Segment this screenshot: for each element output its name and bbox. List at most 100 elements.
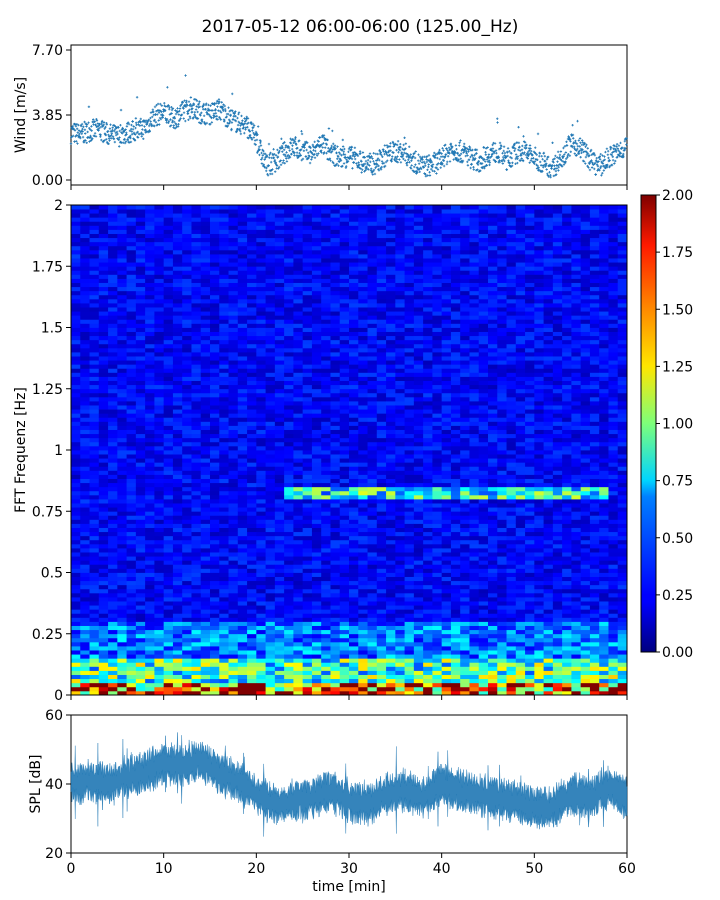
wind-point xyxy=(447,146,451,149)
spectrogram-cell xyxy=(117,221,127,226)
spectrogram-cell xyxy=(135,352,146,357)
spectrogram-cell xyxy=(237,511,248,516)
spectrogram-cell xyxy=(135,499,146,504)
spectrogram-cell xyxy=(311,629,322,635)
spectrogram-cell xyxy=(117,368,127,373)
spectrogram-cell xyxy=(247,368,257,373)
spectrogram-cell xyxy=(302,437,313,443)
spectrogram-cell xyxy=(98,364,109,369)
spectrogram-cell xyxy=(293,441,304,447)
spectrogram-cell xyxy=(172,233,183,239)
spectrogram-cell xyxy=(302,682,313,688)
wind-point xyxy=(100,119,104,123)
spectrogram-cell xyxy=(302,621,313,626)
spectrogram-cell xyxy=(126,241,137,247)
spectrogram-cell xyxy=(256,433,266,439)
spectrogram-cell xyxy=(80,609,90,614)
spectrogram-cell xyxy=(210,339,220,345)
spectrogram-cell xyxy=(172,364,183,369)
spectrogram-cell xyxy=(200,298,211,304)
spectrogram-cell xyxy=(191,388,202,394)
spectrogram-cell xyxy=(172,388,183,394)
spectrogram-cell xyxy=(135,229,146,234)
spectrogram-cell xyxy=(247,490,257,496)
wind-point xyxy=(426,158,430,162)
spectrogram-cell xyxy=(154,335,165,341)
spectrogram-cell xyxy=(71,605,81,610)
spectrogram-cell xyxy=(135,270,146,275)
spectrogram-cell xyxy=(126,429,137,435)
spectrogram-cell xyxy=(172,650,183,655)
spectrogram-cell xyxy=(237,584,248,590)
spectrogram-cell xyxy=(228,437,239,443)
wind-point xyxy=(336,145,339,148)
spectrogram-cell xyxy=(154,605,165,610)
spectrogram-cell xyxy=(191,568,202,573)
wind-point xyxy=(164,117,167,120)
spectrogram-cell xyxy=(98,311,109,316)
spectrogram-cell xyxy=(302,678,313,684)
wind-point xyxy=(468,145,471,148)
wind-point xyxy=(171,107,175,110)
wind-point xyxy=(294,143,298,146)
spectrogram-cell xyxy=(302,584,313,590)
spectrogram-cell xyxy=(191,588,202,594)
spectrogram-cell xyxy=(71,592,81,598)
spectrogram-cell xyxy=(98,658,109,663)
spectrogram-cell xyxy=(210,372,220,377)
spectrogram-cell xyxy=(293,674,304,680)
spectrogram-cell xyxy=(191,572,202,577)
wind-point xyxy=(267,142,271,146)
spectrogram-cell xyxy=(247,298,257,304)
spectrogram-cell xyxy=(200,335,211,341)
wind-point xyxy=(93,132,97,135)
wind-point xyxy=(368,164,371,167)
spectrogram-cell xyxy=(302,360,313,365)
spectrogram-cell xyxy=(237,303,248,308)
spectrogram-cell xyxy=(145,380,155,386)
spectrogram-cell xyxy=(191,396,202,402)
wind-point xyxy=(417,153,420,156)
spectrogram-cell xyxy=(182,654,192,659)
spectrogram-cell xyxy=(71,249,81,255)
wind-point xyxy=(427,163,430,166)
spectrogram-cell xyxy=(219,621,229,626)
spectrogram-cell xyxy=(256,241,266,247)
spectrogram-cell xyxy=(265,682,276,688)
wind-point xyxy=(347,150,350,154)
spectrogram-cell xyxy=(265,396,276,402)
spectrogram-cell xyxy=(237,523,248,528)
wind-point xyxy=(528,144,532,147)
spectrogram-cell xyxy=(210,584,220,590)
wind-point xyxy=(427,154,431,157)
spectrogram-cell xyxy=(154,401,165,406)
spectrogram-cell xyxy=(191,670,202,675)
spectrogram-cell xyxy=(135,274,146,279)
spectrogram-cell xyxy=(311,625,322,631)
spectrogram-cell xyxy=(145,454,155,459)
spectrogram-cell xyxy=(126,307,137,312)
spectrogram-cell xyxy=(200,470,211,475)
spectrogram-cell xyxy=(108,470,118,475)
spectrogram-cell xyxy=(228,576,239,582)
spectrogram-cell xyxy=(256,245,266,251)
spectrogram-cell xyxy=(163,282,174,288)
spectrogram-cell xyxy=(284,633,294,639)
wind-point xyxy=(179,104,182,108)
wind-point xyxy=(192,103,196,107)
wind-point xyxy=(448,152,451,155)
spectrogram-cell xyxy=(172,282,183,288)
spectrogram-cell xyxy=(135,376,146,381)
wind-point xyxy=(85,123,89,126)
spectrogram-cell xyxy=(145,388,155,394)
spectrogram-cell xyxy=(172,441,183,447)
spectrogram-cell xyxy=(302,274,313,279)
spectrogram-cell xyxy=(311,503,322,508)
spectrogram-cell xyxy=(284,625,294,631)
spectrogram-cell xyxy=(237,580,248,586)
wind-point xyxy=(280,144,284,148)
spectrogram-cell xyxy=(163,670,174,675)
spectrogram-cell xyxy=(108,315,118,320)
spectrogram-cell xyxy=(191,466,202,471)
wind-point xyxy=(256,125,260,128)
